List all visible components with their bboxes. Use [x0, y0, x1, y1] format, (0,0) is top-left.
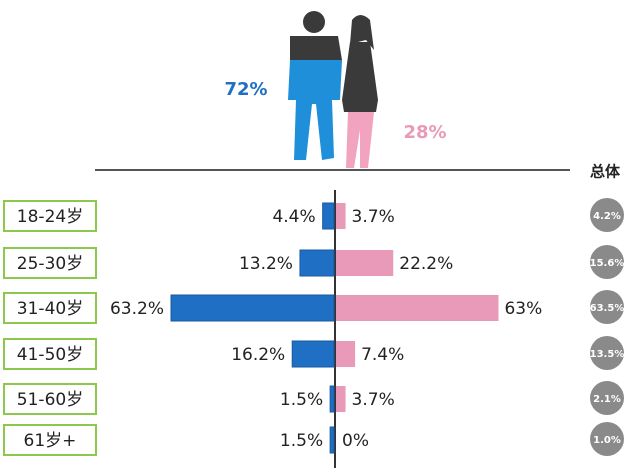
total-title: 总体 [590, 163, 621, 181]
total-circle [590, 422, 624, 456]
total-circle [590, 336, 624, 370]
total-circle [590, 198, 624, 232]
category-label: 51-60岁 [17, 390, 83, 410]
male-figure [288, 11, 342, 160]
total-value-label: 63.5% [590, 303, 625, 314]
category-label: 31-40岁 [17, 299, 83, 319]
female-value-label: 3.7% [352, 207, 395, 227]
category-label: 41-50岁 [17, 345, 83, 365]
male-value-label: 16.2% [231, 345, 285, 365]
category-box [3, 424, 97, 456]
female-bar [336, 341, 356, 367]
female-value-label: 0% [342, 431, 369, 451]
female-value-label: 7.4% [361, 345, 404, 365]
male-value-label: 1.5% [280, 431, 323, 451]
female-value-label: 22.2% [399, 254, 453, 274]
category-box [3, 200, 97, 232]
male-bar [322, 202, 335, 230]
total-value-label: 15.6% [590, 258, 625, 269]
category-box [3, 247, 97, 279]
total-value-label: 13.5% [590, 349, 625, 360]
male-value-label: 4.4% [272, 207, 315, 227]
total-circle [590, 290, 624, 324]
female-value-label: 63% [504, 299, 542, 319]
male-value-label: 13.2% [239, 254, 293, 274]
male-bar [170, 294, 335, 322]
female-bar [336, 250, 394, 276]
total-value-label: 4.2% [593, 211, 621, 222]
female-value-label: 3.7% [352, 390, 395, 410]
female-bar [336, 386, 346, 412]
male-bar [329, 426, 335, 454]
female-bar [336, 295, 499, 321]
female-figure [342, 15, 378, 168]
category-label: 18-24岁 [17, 207, 83, 227]
category-box [3, 292, 97, 324]
male-bar [329, 385, 335, 413]
total-value-label: 1.0% [593, 435, 621, 446]
female-bar [336, 203, 346, 229]
male-value-label: 1.5% [280, 390, 323, 410]
total-circle [590, 381, 624, 415]
male-bar [299, 249, 335, 277]
category-label: 61岁+ [24, 431, 77, 451]
male-share: 72% [224, 79, 267, 100]
male-bar [291, 340, 335, 368]
total-value-label: 2.1% [593, 394, 621, 405]
category-box [3, 338, 97, 370]
category-label: 25-30岁 [17, 254, 83, 274]
male-value-label: 63.2% [110, 299, 164, 319]
female-share: 28% [403, 122, 446, 143]
category-box [3, 383, 97, 415]
total-circle [590, 245, 624, 279]
